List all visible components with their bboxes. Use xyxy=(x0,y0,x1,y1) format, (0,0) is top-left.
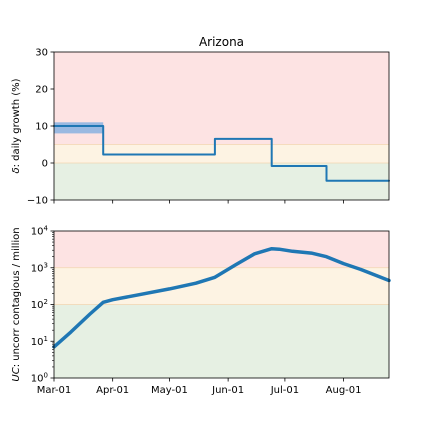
x-tick-label: Mar-01 xyxy=(37,385,72,396)
y-tick-label: 100 xyxy=(31,372,48,385)
x-tick-label: May-01 xyxy=(151,385,188,396)
background-band xyxy=(54,52,389,145)
y-axis-label: δ: daily growth (%) xyxy=(11,78,22,173)
growth-rate-panel: −10 0 10 20 30 Arizona δ: daily growth (%) xyxy=(11,35,390,207)
x-tick-label: Jul-01 xyxy=(270,385,299,396)
y-tick-label: 103 xyxy=(31,261,48,274)
y-axis-label: UC: uncorr contagious / million xyxy=(11,227,22,381)
background-band xyxy=(54,304,389,378)
y-tick-label: 0 xyxy=(42,159,48,170)
x-tick-label: Apr-01 xyxy=(96,385,129,396)
chart-title: Arizona xyxy=(199,35,244,49)
y-tick-label: 30 xyxy=(35,48,48,59)
y-tick-label: 104 xyxy=(31,225,49,238)
y-tick-label: 101 xyxy=(31,335,48,348)
confidence-band xyxy=(54,122,104,134)
background-band xyxy=(54,144,389,163)
y-tick-label: 10 xyxy=(35,122,48,133)
y-tick-label: −10 xyxy=(27,196,48,207)
background-band xyxy=(54,231,389,268)
series-line xyxy=(52,246,391,349)
series-line xyxy=(53,125,390,182)
y-tick-label: 102 xyxy=(31,298,48,311)
x-tick-label: Jun-01 xyxy=(211,385,244,396)
y-tick-label: 20 xyxy=(35,85,48,96)
contagious-panel: 100 101 102 103 104 Mar-01 Apr-01 May-01 Jun-01 J… xyxy=(11,225,391,396)
x-tick-label: Aug-01 xyxy=(326,385,362,396)
